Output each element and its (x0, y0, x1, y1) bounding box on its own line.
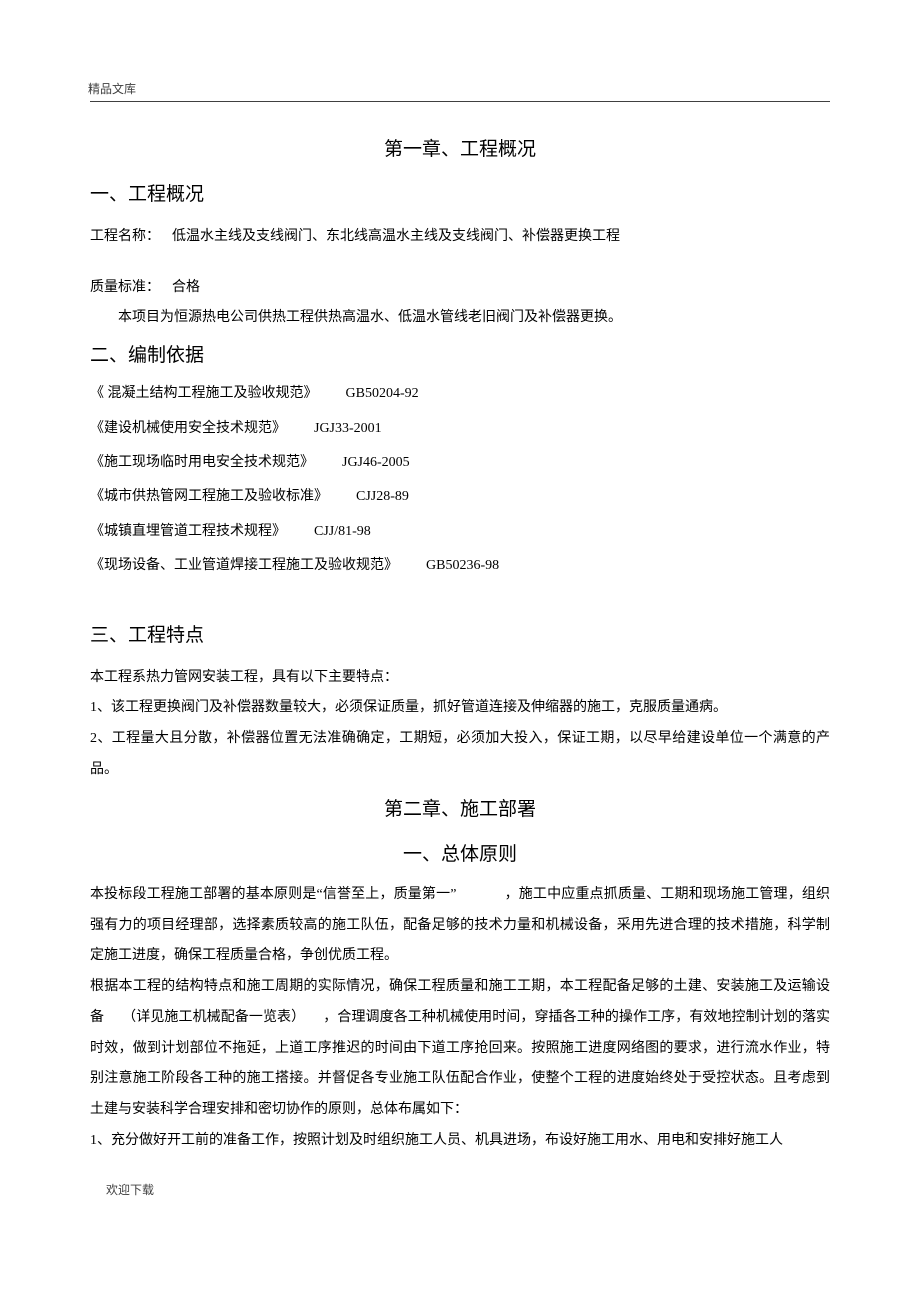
standard-6-code: GB50236-98 (426, 558, 499, 573)
para2-part-c: ，合理调度各工种机械使用时间，穿插各工种的操作工序，有效地控制计划的落实时效，做… (90, 1010, 830, 1117)
standard-4-code: CJJ28-89 (356, 489, 409, 504)
footer-label: 欢迎下载 (106, 1181, 830, 1198)
project-description: 本项目为恒源热电公司供热工程供热高温水、低温水管线老旧阀门及补偿器更换。 (90, 303, 830, 332)
section-1-1-title: 一、工程概况 (90, 179, 830, 206)
project-name-label: 工程名称： (90, 229, 160, 244)
section-2-1-title: 一、总体原则 (90, 839, 830, 866)
section-1-3-point1: 1、该工程更换阀门及补偿器数量较大，必须保证质量，抓好管道连接及伸缩器的施工，克… (90, 693, 830, 724)
standard-4-name: 《城市供热管网工程施工及验收标准》 (90, 489, 328, 504)
quality-line: 质量标准： 合格 (90, 273, 830, 302)
para1-part-a: 本投标段工程施工部署的基本原则是“信誉至上，质量第一” (90, 887, 456, 902)
section-1-3-intro: 本工程系热力管网安装工程，具有以下主要特点： (90, 663, 830, 694)
standard-6: 《现场设备、工业管道焊接工程施工及验收规范》 GB50236-98 (90, 555, 830, 577)
project-name-line: 工程名称： 低温水主线及支线阀门、东北线高温水主线及支线阀门、补偿器更换工程 (90, 222, 830, 251)
standard-1-code: GB50204-92 (346, 386, 419, 401)
standard-5: 《城镇直埋管道工程技术规程》 CJJ/81-98 (90, 521, 830, 543)
standard-2-name: 《建设机械使用安全技术规范》 (90, 421, 286, 436)
para2-part-b: （详见施工机械配备一览表） (122, 1010, 305, 1025)
section-1-3-point2: 2、工程量大且分散，补偿器位置无法准确确定，工期短，必须加大投入，保证工期，以尽… (90, 724, 830, 786)
standard-1-name: 《 混凝土结构工程施工及验收规范》 (90, 386, 318, 401)
document-page: 精品文库 第一章、工程概况 一、工程概况 工程名称： 低温水主线及支线阀门、东北线… (0, 0, 920, 1228)
section-1-3-title: 三、工程特点 (90, 620, 830, 647)
quality-value: 合格 (172, 280, 200, 295)
quality-label: 质量标准： (90, 280, 160, 295)
standard-5-code: CJJ/81-98 (314, 524, 371, 539)
standard-3: 《施工现场临时用电安全技术规范》 JGJ46-2005 (90, 452, 830, 474)
standard-6-name: 《现场设备、工业管道焊接工程施工及验收规范》 (90, 558, 398, 573)
standard-2: 《建设机械使用安全技术规范》 JGJ33-2001 (90, 418, 830, 440)
standard-3-code: JGJ46-2005 (342, 455, 410, 470)
section-2-1-para3: 1、充分做好开工前的准备工作，按照计划及时组织施工人员、机具进场，布设好施工用水… (90, 1126, 830, 1157)
chapter-1-title: 第一章、工程概况 (90, 134, 830, 161)
standard-1: 《 混凝土结构工程施工及验收规范》 GB50204-92 (90, 383, 830, 405)
section-1-2-title: 二、编制依据 (90, 340, 830, 367)
chapter-2-title: 第二章、施工部署 (90, 794, 830, 821)
standard-4: 《城市供热管网工程施工及验收标准》 CJJ28-89 (90, 486, 830, 508)
section-2-1-para1: 本投标段工程施工部署的基本原则是“信誉至上，质量第一”，施工中应重点抓质量、工期… (90, 880, 830, 972)
header-divider (90, 101, 830, 102)
project-name-value: 低温水主线及支线阀门、东北线高温水主线及支线阀门、补偿器更换工程 (172, 229, 620, 244)
standard-2-code: JGJ33-2001 (314, 421, 382, 436)
standard-5-name: 《城镇直埋管道工程技术规程》 (90, 524, 286, 539)
header-label: 精品文库 (88, 80, 830, 97)
standard-3-name: 《施工现场临时用电安全技术规范》 (90, 455, 314, 470)
section-2-1-para2: 根据本工程的结构特点和施工周期的实际情况，确保工程质量和施工工期，本工程配备足够… (90, 972, 830, 1126)
